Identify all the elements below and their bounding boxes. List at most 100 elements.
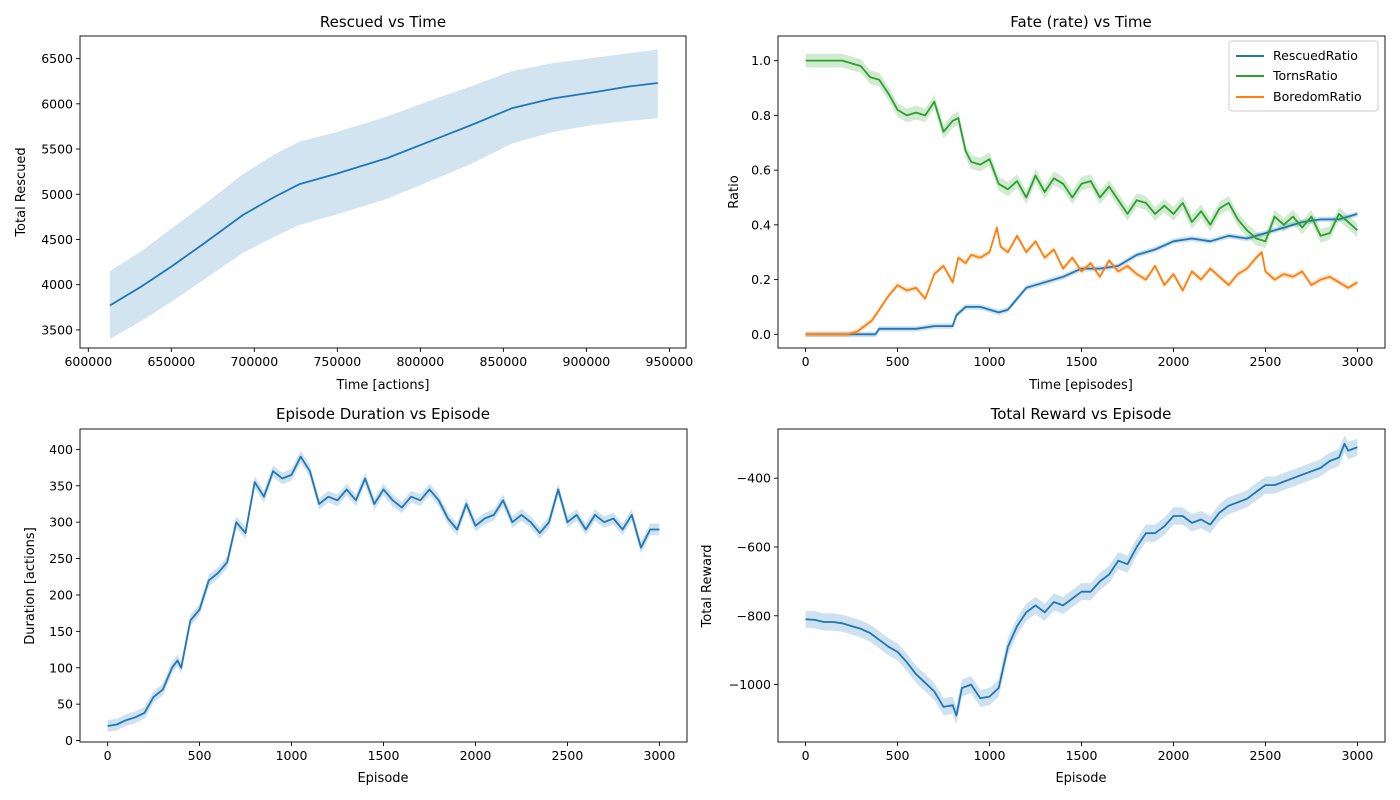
chart-reward-line-main bbox=[805, 442, 1358, 717]
chart-fate-band-tornsratio bbox=[805, 53, 1358, 249]
y-tick-label: 150 bbox=[49, 624, 73, 639]
x-tick-label: 3000 bbox=[644, 748, 676, 763]
chart-duration-line-main bbox=[107, 455, 660, 727]
chart-reward-band-main bbox=[805, 435, 1358, 725]
y-tick-label: 0.0 bbox=[751, 327, 771, 342]
chart-reward-frame bbox=[777, 428, 1386, 743]
x-tick-label: 950000 bbox=[646, 354, 694, 369]
x-tick-label: 2500 bbox=[552, 748, 584, 763]
chart-fate-band-rescuedratio bbox=[805, 211, 1358, 338]
y-tick-label: −600 bbox=[737, 539, 771, 554]
chart-rescued-data bbox=[109, 49, 658, 339]
chart-duration: Episode Duration vs Episode 0 500 1000 1500… bbox=[23, 405, 688, 786]
y-tick-label: 300 bbox=[49, 515, 73, 530]
chart-rescued-band-main bbox=[109, 49, 658, 339]
y-tick-label: 5000 bbox=[41, 187, 73, 202]
y-tick-label: 200 bbox=[49, 587, 73, 602]
x-tick-label: 700000 bbox=[230, 354, 278, 369]
chart-fate-data bbox=[805, 53, 1358, 338]
chart-rescued-ylabel: Total Rescued bbox=[14, 147, 29, 237]
x-tick-label: 900000 bbox=[563, 354, 611, 369]
chart-reward-y-ticks: −1000 −800 −600 −400 bbox=[729, 471, 778, 692]
chart-fate-x-ticks: 0 500 1000 1500 2000 2500 3000 bbox=[802, 348, 1374, 369]
x-tick-label: 650000 bbox=[147, 354, 195, 369]
x-tick-label: 0 bbox=[802, 748, 810, 763]
y-tick-label: 350 bbox=[49, 478, 73, 493]
chart-rescued-title: Rescued vs Time bbox=[320, 13, 446, 31]
x-tick-label: 1500 bbox=[1066, 354, 1098, 369]
legend-label-torns: TornsRatio bbox=[1272, 68, 1338, 83]
x-tick-label: 1000 bbox=[974, 748, 1006, 763]
chart-fate-line-tornsratio bbox=[805, 59, 1358, 243]
legend-box bbox=[1228, 40, 1379, 112]
legend-label-boredom: BoredomRatio bbox=[1273, 89, 1362, 104]
x-tick-label: 2000 bbox=[460, 748, 492, 763]
y-tick-label: 6000 bbox=[41, 96, 73, 111]
x-tick-label: 0 bbox=[104, 748, 112, 763]
x-tick-label: 0 bbox=[802, 354, 810, 369]
x-tick-label: 2000 bbox=[1158, 748, 1190, 763]
y-tick-label: 100 bbox=[49, 660, 73, 675]
x-tick-label: 500 bbox=[188, 748, 212, 763]
y-tick-label: 0.2 bbox=[751, 272, 771, 287]
y-tick-label: −1000 bbox=[729, 677, 771, 692]
chart-duration-title: Episode Duration vs Episode bbox=[276, 405, 490, 423]
chart-rescued-frame bbox=[79, 35, 687, 349]
chart-reward: Total Reward vs Episode 0 500 1000 1500 2000… bbox=[700, 405, 1386, 786]
y-tick-label: 0.4 bbox=[751, 217, 771, 232]
chart-rescued-line-main bbox=[109, 82, 658, 307]
y-tick-label: 6500 bbox=[41, 51, 73, 66]
x-tick-label: 750000 bbox=[313, 354, 361, 369]
chart-reward-title: Total Reward vs Episode bbox=[990, 405, 1172, 423]
chart-duration-xlabel: Episode bbox=[357, 771, 408, 786]
y-tick-label: 400 bbox=[49, 442, 73, 457]
y-tick-label: 1.0 bbox=[751, 53, 771, 68]
x-tick-label: 2500 bbox=[1250, 354, 1282, 369]
chart-reward-x-ticks: 0 500 1000 1500 2000 2500 3000 bbox=[802, 742, 1373, 763]
legend-label-rescued: RescuedRatio bbox=[1273, 48, 1358, 63]
chart-fate-line-boredomratio bbox=[805, 226, 1358, 336]
chart-duration-ylabel: Duration [actions] bbox=[23, 527, 38, 645]
y-tick-label: 50 bbox=[57, 697, 73, 712]
x-tick-label: 1000 bbox=[974, 354, 1006, 369]
x-tick-label: 500 bbox=[886, 354, 910, 369]
x-tick-label: 500 bbox=[886, 748, 910, 763]
x-tick-label: 1500 bbox=[1066, 748, 1098, 763]
x-tick-label: 600000 bbox=[64, 354, 112, 369]
chart-fate-y-ticks: 0.0 0.2 0.4 0.6 0.8 1.0 bbox=[751, 53, 778, 342]
x-tick-label: 1000 bbox=[276, 748, 308, 763]
y-tick-label: 3500 bbox=[41, 322, 73, 337]
chart-reward-xlabel: Episode bbox=[1055, 771, 1106, 786]
chart-fate-ylabel: Ratio bbox=[727, 175, 742, 208]
x-tick-label: 3000 bbox=[1342, 354, 1374, 369]
chart-duration-x-ticks: 0 500 1000 1500 2000 2500 3000 bbox=[104, 742, 676, 763]
y-tick-label: 250 bbox=[49, 551, 73, 566]
chart-rescued-x-ticks: 600000 650000 700000 750000 800000 850000 9000… bbox=[64, 348, 693, 369]
chart-fate-title: Fate (rate) vs Time bbox=[1010, 13, 1151, 31]
y-tick-label: 0.6 bbox=[751, 163, 771, 178]
x-tick-label: 2000 bbox=[1158, 354, 1190, 369]
chart-rescued-y-ticks: 3500 4000 4500 5000 5500 6000 6500 bbox=[41, 51, 80, 337]
y-tick-label: −400 bbox=[737, 471, 771, 486]
y-tick-label: 5500 bbox=[41, 142, 73, 157]
x-tick-label: 800000 bbox=[396, 354, 444, 369]
y-tick-label: 4000 bbox=[41, 277, 73, 292]
chart-duration-data bbox=[107, 450, 660, 732]
chart-fate: Fate (rate) vs Time 0 500 1000 1500 2000 2500… bbox=[727, 13, 1386, 393]
y-tick-label: 0.8 bbox=[751, 108, 771, 123]
x-tick-label: 850000 bbox=[480, 354, 528, 369]
chart-fate-frame bbox=[777, 35, 1386, 349]
chart-fate-legend: RescuedRatio TornsRatio BoredomRatio bbox=[1228, 40, 1379, 112]
y-tick-label: 4500 bbox=[41, 232, 73, 247]
chart-reward-data bbox=[805, 435, 1358, 725]
chart-fate-xlabel: Time [episodes] bbox=[1028, 378, 1133, 393]
chart-rescued-xlabel: Time [actions] bbox=[336, 378, 430, 393]
chart-duration-frame bbox=[79, 428, 688, 743]
chart-rescued: Rescued vs Time 600000 650000 700000 750000… bbox=[14, 13, 693, 393]
chart-fate-line-rescuedratio bbox=[805, 213, 1358, 336]
y-tick-label: −800 bbox=[737, 608, 771, 623]
x-tick-label: 1500 bbox=[368, 748, 400, 763]
chart-reward-ylabel: Total Reward bbox=[700, 545, 715, 629]
